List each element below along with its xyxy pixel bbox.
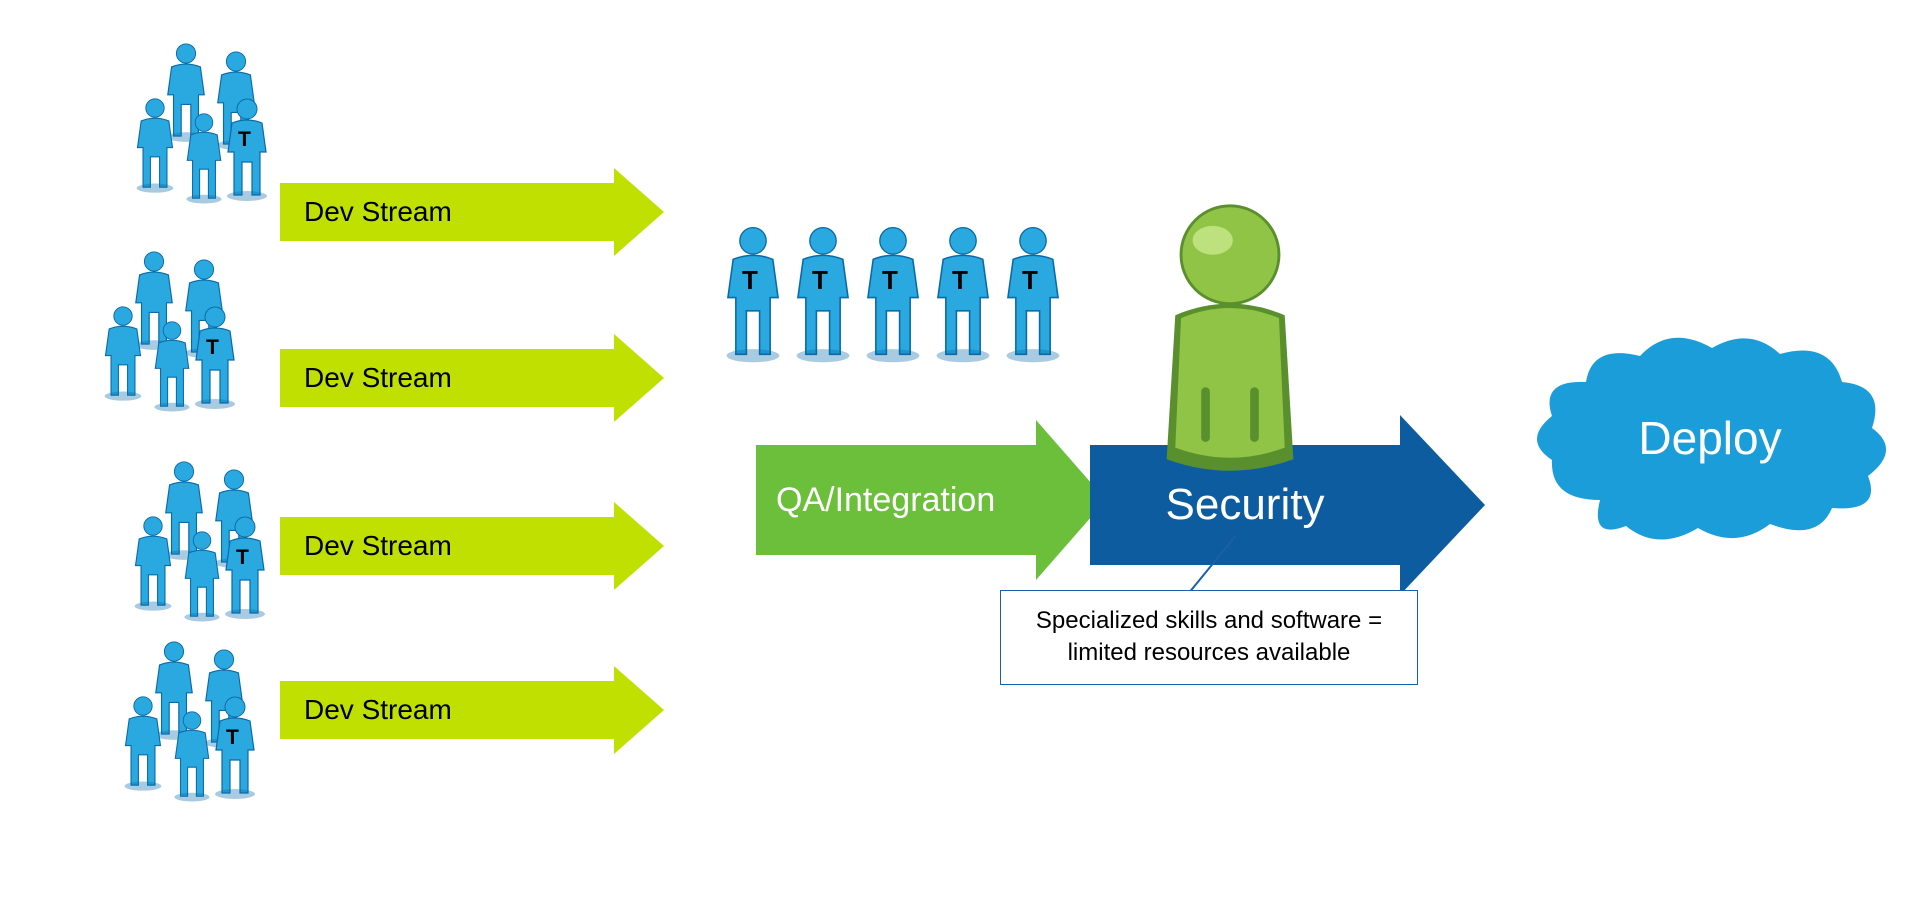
dev-team-cluster: T <box>90 250 270 460</box>
dev-stream-label: Dev Stream <box>280 681 614 739</box>
person-icon <box>100 305 146 407</box>
qa-team-row: T T T T <box>720 225 1066 369</box>
dev-team-cluster: T <box>110 640 290 850</box>
person-icon: T <box>930 225 996 369</box>
dev-stream-label: Dev Stream <box>280 517 614 575</box>
arrow-head-icon <box>614 334 664 422</box>
tester-badge: T <box>226 726 239 750</box>
person-icon <box>132 97 178 199</box>
person-icon <box>130 515 176 617</box>
tester-badge: T <box>742 265 758 296</box>
person-icon: T <box>1000 225 1066 369</box>
callout-box: Specialized skills and software = limite… <box>1000 590 1418 685</box>
person-icon <box>182 112 226 209</box>
person-icon: T <box>860 225 926 369</box>
person-icon: T <box>790 225 856 369</box>
person-icon <box>220 515 270 625</box>
qa-arrow: QA/Integration <box>756 420 1106 580</box>
arrow-head-icon <box>614 168 664 256</box>
deploy-label: Deploy <box>1530 411 1890 465</box>
arrow-head-icon <box>614 666 664 754</box>
tester-badge: T <box>206 336 219 360</box>
tester-badge: T <box>236 546 249 570</box>
person-icon <box>150 320 194 417</box>
arrow-head-icon <box>614 502 664 590</box>
person-icon <box>190 305 240 415</box>
dev-stream-arrow: Dev Stream <box>280 349 664 407</box>
person-icon <box>170 710 214 807</box>
tester-badge: T <box>882 265 898 296</box>
tester-badge: T <box>952 265 968 296</box>
security-person-icon <box>1140 200 1320 493</box>
dev-stream-arrow: Dev Stream <box>280 183 664 241</box>
arrow-head-icon <box>1400 415 1485 595</box>
deploy-cloud: Deploy <box>1530 330 1890 550</box>
dev-stream-arrow: Dev Stream <box>280 681 664 739</box>
dev-team-cluster: T <box>122 42 302 252</box>
person-icon <box>222 97 272 207</box>
dev-stream-label: Dev Stream <box>280 183 614 241</box>
person-icon <box>120 695 166 797</box>
tester-badge: T <box>238 128 251 152</box>
tester-badge: T <box>1022 265 1038 296</box>
qa-label: QA/Integration <box>756 445 1036 555</box>
person-icon: T <box>720 225 786 369</box>
dev-stream-label: Dev Stream <box>280 349 614 407</box>
dev-team-cluster: T <box>120 460 300 670</box>
person-icon <box>180 530 224 627</box>
dev-stream-arrow: Dev Stream <box>280 517 664 575</box>
person-icon <box>210 695 260 805</box>
tester-badge: T <box>812 265 828 296</box>
